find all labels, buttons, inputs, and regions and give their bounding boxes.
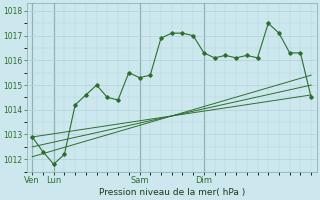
X-axis label: Pression niveau de la mer( hPa ): Pression niveau de la mer( hPa ) (99, 188, 245, 197)
